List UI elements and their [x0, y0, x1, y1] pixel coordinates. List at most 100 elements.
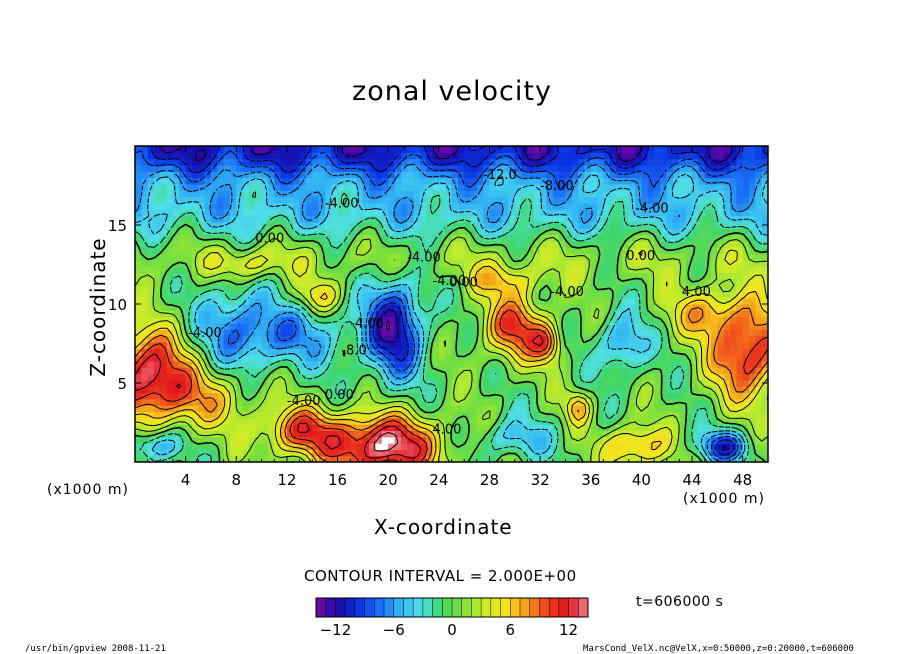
field-cell — [236, 322, 244, 330]
field-cell — [198, 285, 206, 292]
field-cell — [432, 430, 440, 438]
field-cell — [236, 455, 244, 462]
field-cell — [191, 367, 199, 375]
field-cell — [692, 424, 699, 431]
field-cell — [628, 392, 636, 400]
field-cell — [305, 310, 313, 318]
field-cell — [407, 360, 415, 368]
field-cell — [597, 228, 605, 236]
field-cell — [723, 196, 731, 204]
field-cell — [597, 183, 605, 191]
field-cell — [413, 209, 421, 217]
field-cell — [204, 171, 212, 179]
field-cell — [293, 158, 301, 166]
field-cell — [508, 177, 516, 185]
field-cell — [742, 424, 750, 431]
field-cell — [160, 202, 168, 210]
field-cell — [198, 341, 206, 349]
field-cell — [489, 430, 497, 438]
field-cell — [135, 164, 142, 172]
field-cell — [635, 455, 642, 462]
field-cell — [641, 272, 649, 280]
field-cell — [749, 405, 756, 413]
field-cell — [692, 360, 699, 368]
field-cell — [508, 335, 516, 343]
field-cell — [274, 329, 282, 337]
field-cell — [280, 360, 288, 368]
field-cell — [736, 247, 744, 255]
field-cell — [337, 272, 345, 280]
field-cell — [597, 322, 605, 330]
field-cell — [533, 146, 541, 153]
field-cell — [685, 228, 693, 236]
field-cell — [210, 341, 218, 349]
field-cell — [609, 329, 617, 337]
field-cell — [362, 209, 370, 217]
field-cell — [337, 266, 345, 273]
field-cell — [704, 228, 712, 236]
field-cell — [362, 266, 370, 273]
field-cell — [432, 304, 440, 311]
field-cell — [755, 221, 763, 229]
field-cell — [362, 424, 370, 431]
field-cell — [388, 354, 396, 362]
field-cell — [293, 360, 301, 368]
field-cell — [375, 221, 383, 229]
field-cell — [571, 171, 579, 179]
field-cell — [426, 278, 434, 286]
field-cell — [451, 221, 459, 229]
field-cell — [521, 278, 529, 286]
field-cell — [362, 310, 370, 318]
field-cell — [540, 373, 548, 381]
field-cell — [286, 386, 294, 394]
field-cell — [350, 411, 358, 419]
field-cell — [375, 291, 383, 299]
field-cell — [527, 417, 535, 425]
field-cell — [400, 436, 408, 444]
field-cell — [185, 215, 193, 223]
field-cell — [331, 367, 339, 375]
field-cell — [324, 171, 332, 179]
field-cell — [565, 455, 573, 462]
field-cell — [299, 228, 307, 236]
field-cell — [388, 424, 396, 431]
field-cell — [609, 171, 617, 179]
field-cell — [749, 266, 756, 273]
field-cell — [711, 266, 718, 273]
field-cell — [590, 177, 598, 185]
field-cell — [723, 266, 731, 273]
field-cell — [141, 304, 149, 311]
field-cell — [571, 322, 579, 330]
field-cell — [242, 392, 250, 400]
field-cell — [350, 215, 358, 223]
field-cell — [274, 234, 282, 242]
field-cell — [660, 436, 668, 444]
field-cell — [141, 360, 149, 368]
field-cell — [141, 367, 149, 375]
field-cell — [464, 341, 472, 349]
field-cell — [546, 316, 554, 324]
field-cell — [438, 304, 446, 311]
field-cell — [217, 310, 225, 318]
field-cell — [324, 310, 332, 318]
field-cell — [521, 443, 529, 450]
field-cell — [654, 196, 661, 204]
field-cell — [185, 171, 193, 179]
field-cell — [565, 367, 573, 375]
field-cell — [274, 183, 282, 191]
field-cell — [305, 266, 313, 273]
field-cell — [381, 297, 389, 305]
field-cell — [717, 443, 725, 450]
field-cell — [489, 348, 497, 356]
field-cell — [483, 272, 491, 280]
field-cell — [736, 285, 744, 292]
field-cell — [255, 158, 263, 166]
field-cell — [160, 392, 168, 400]
field-cell — [666, 158, 674, 166]
field-cell — [166, 297, 174, 305]
field-cell — [527, 259, 535, 267]
field-cell — [261, 329, 269, 337]
field-cell — [533, 316, 541, 324]
field-cell — [419, 146, 427, 153]
field-cell — [185, 177, 193, 185]
